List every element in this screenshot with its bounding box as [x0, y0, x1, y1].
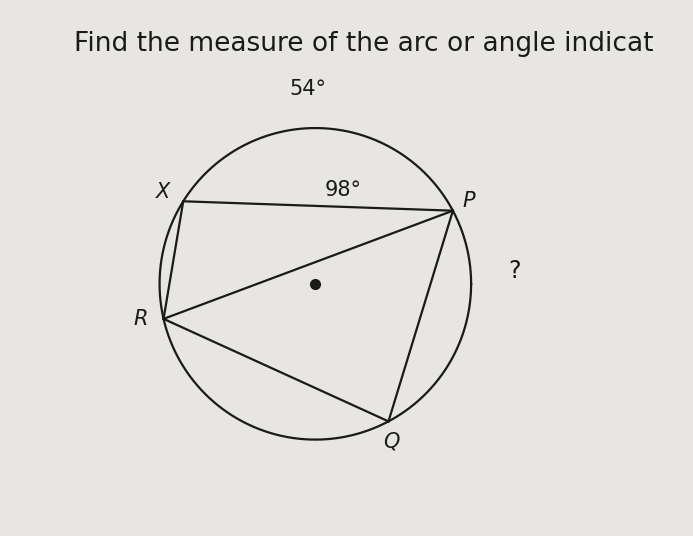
Text: ?: ?	[509, 259, 521, 284]
Text: R: R	[133, 309, 148, 329]
Text: Q: Q	[383, 431, 400, 452]
Text: 98°: 98°	[325, 180, 362, 200]
Text: P: P	[462, 191, 475, 211]
Text: Find the measure of the arc or angle indicat: Find the measure of the arc or angle ind…	[74, 32, 653, 57]
Text: 54°: 54°	[289, 79, 326, 99]
Text: X: X	[156, 182, 170, 202]
